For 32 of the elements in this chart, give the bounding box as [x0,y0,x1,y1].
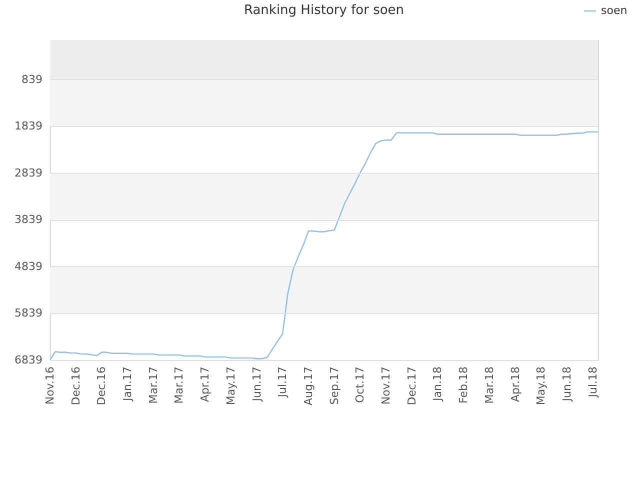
x-tick-label: May.17 [224,366,238,406]
x-tick-label: Aug.17 [302,366,315,406]
x-tick-label: Mar.17 [172,366,186,404]
y-tick-label: 1839 [14,120,42,133]
x-tick-label: Jun.17 [250,366,264,402]
legend-label: soen [601,4,628,17]
y-tick-label: 3839 [14,213,42,226]
x-tick-label: Jun.18 [560,366,574,402]
x-tick-label: Oct.17 [354,366,367,404]
x-tick-label: Mar.18 [482,366,496,404]
x-tick-label: Feb.18 [457,366,470,404]
x-tick-label: Nov.17 [380,366,393,405]
chart-title: Ranking History for soen [244,3,404,18]
x-tick-label: Apr.18 [508,366,522,402]
x-tick-label: Sep.17 [328,366,341,405]
x-tick-label: May.18 [534,366,548,406]
y-tick-label: 2839 [14,166,42,180]
x-tick-label: Jul.18 [586,366,600,398]
x-tick-label: Dec.16 [95,366,108,406]
x-tick-label: Dec.16 [69,366,82,406]
x-tick-label: Jan.17 [121,366,134,402]
x-tick-label: Dec.17 [405,366,418,406]
x-tick-label: Apr.17 [198,366,212,402]
line-series [50,131,598,360]
x-tick-label: Mar.17 [146,366,160,404]
x-tick-label: Jan.18 [431,366,444,402]
y-tick-label: 5839 [14,306,42,320]
x-tick-label: Nov.16 [44,366,56,405]
y-tick-label: 839 [22,72,42,86]
y-tick-label: 4839 [14,260,42,273]
y-tick-label: 6839 [14,354,42,366]
x-tick-label: Jul.17 [276,366,290,398]
